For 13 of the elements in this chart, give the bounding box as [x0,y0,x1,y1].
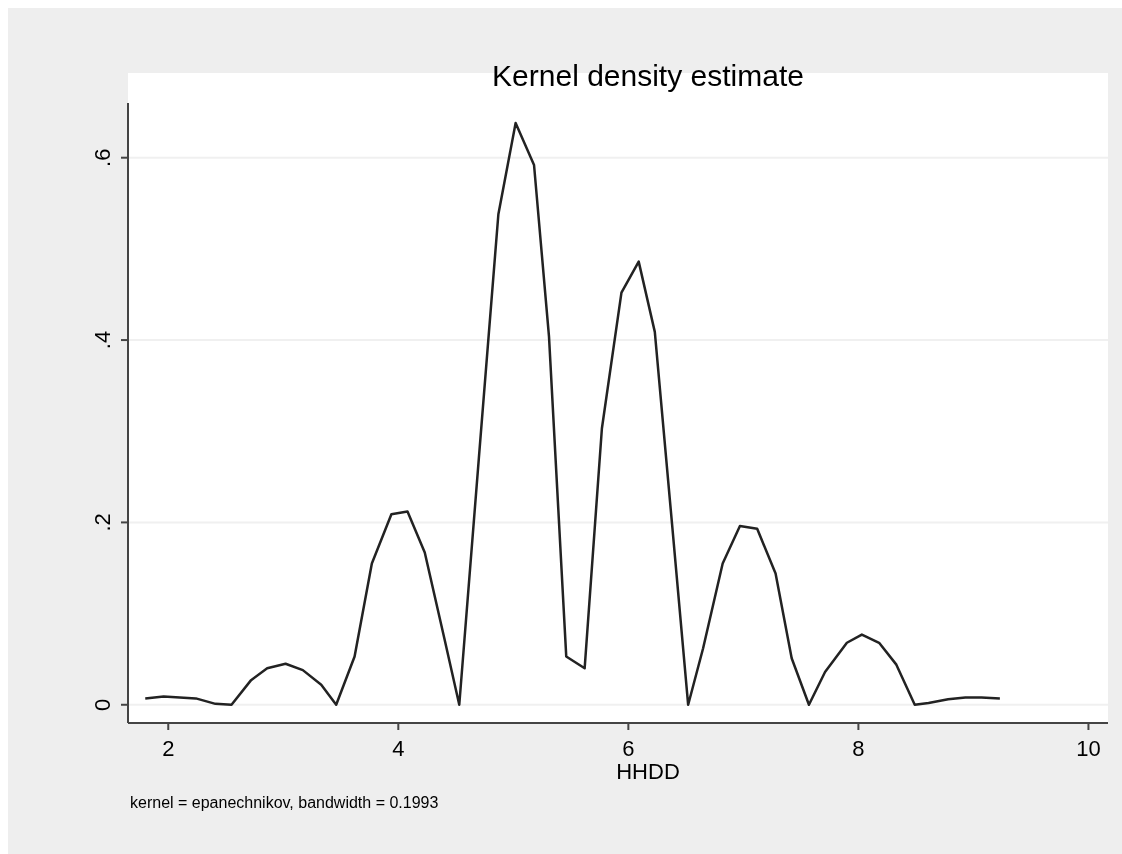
chart-title: Kernel density estimate [492,59,804,92]
x-tick-label: 8 [852,736,865,761]
y-tick-label: 0 [90,698,115,711]
text: kernel = epanechnikov, bandwidth = 0.1993 [130,794,439,811]
x-tick-label: 10 [1076,736,1101,761]
line-series [144,121,1002,707]
y-tick-label: .4 [90,330,115,350]
y-tick-label: .6 [90,148,115,167]
x-tick-label: 4 [392,736,405,761]
x-tick-label: 6 [622,736,635,761]
y-tick-label: .2 [90,513,115,532]
x-tick-label: 2 [162,736,175,761]
x-axis-title: HHDD [616,759,680,784]
